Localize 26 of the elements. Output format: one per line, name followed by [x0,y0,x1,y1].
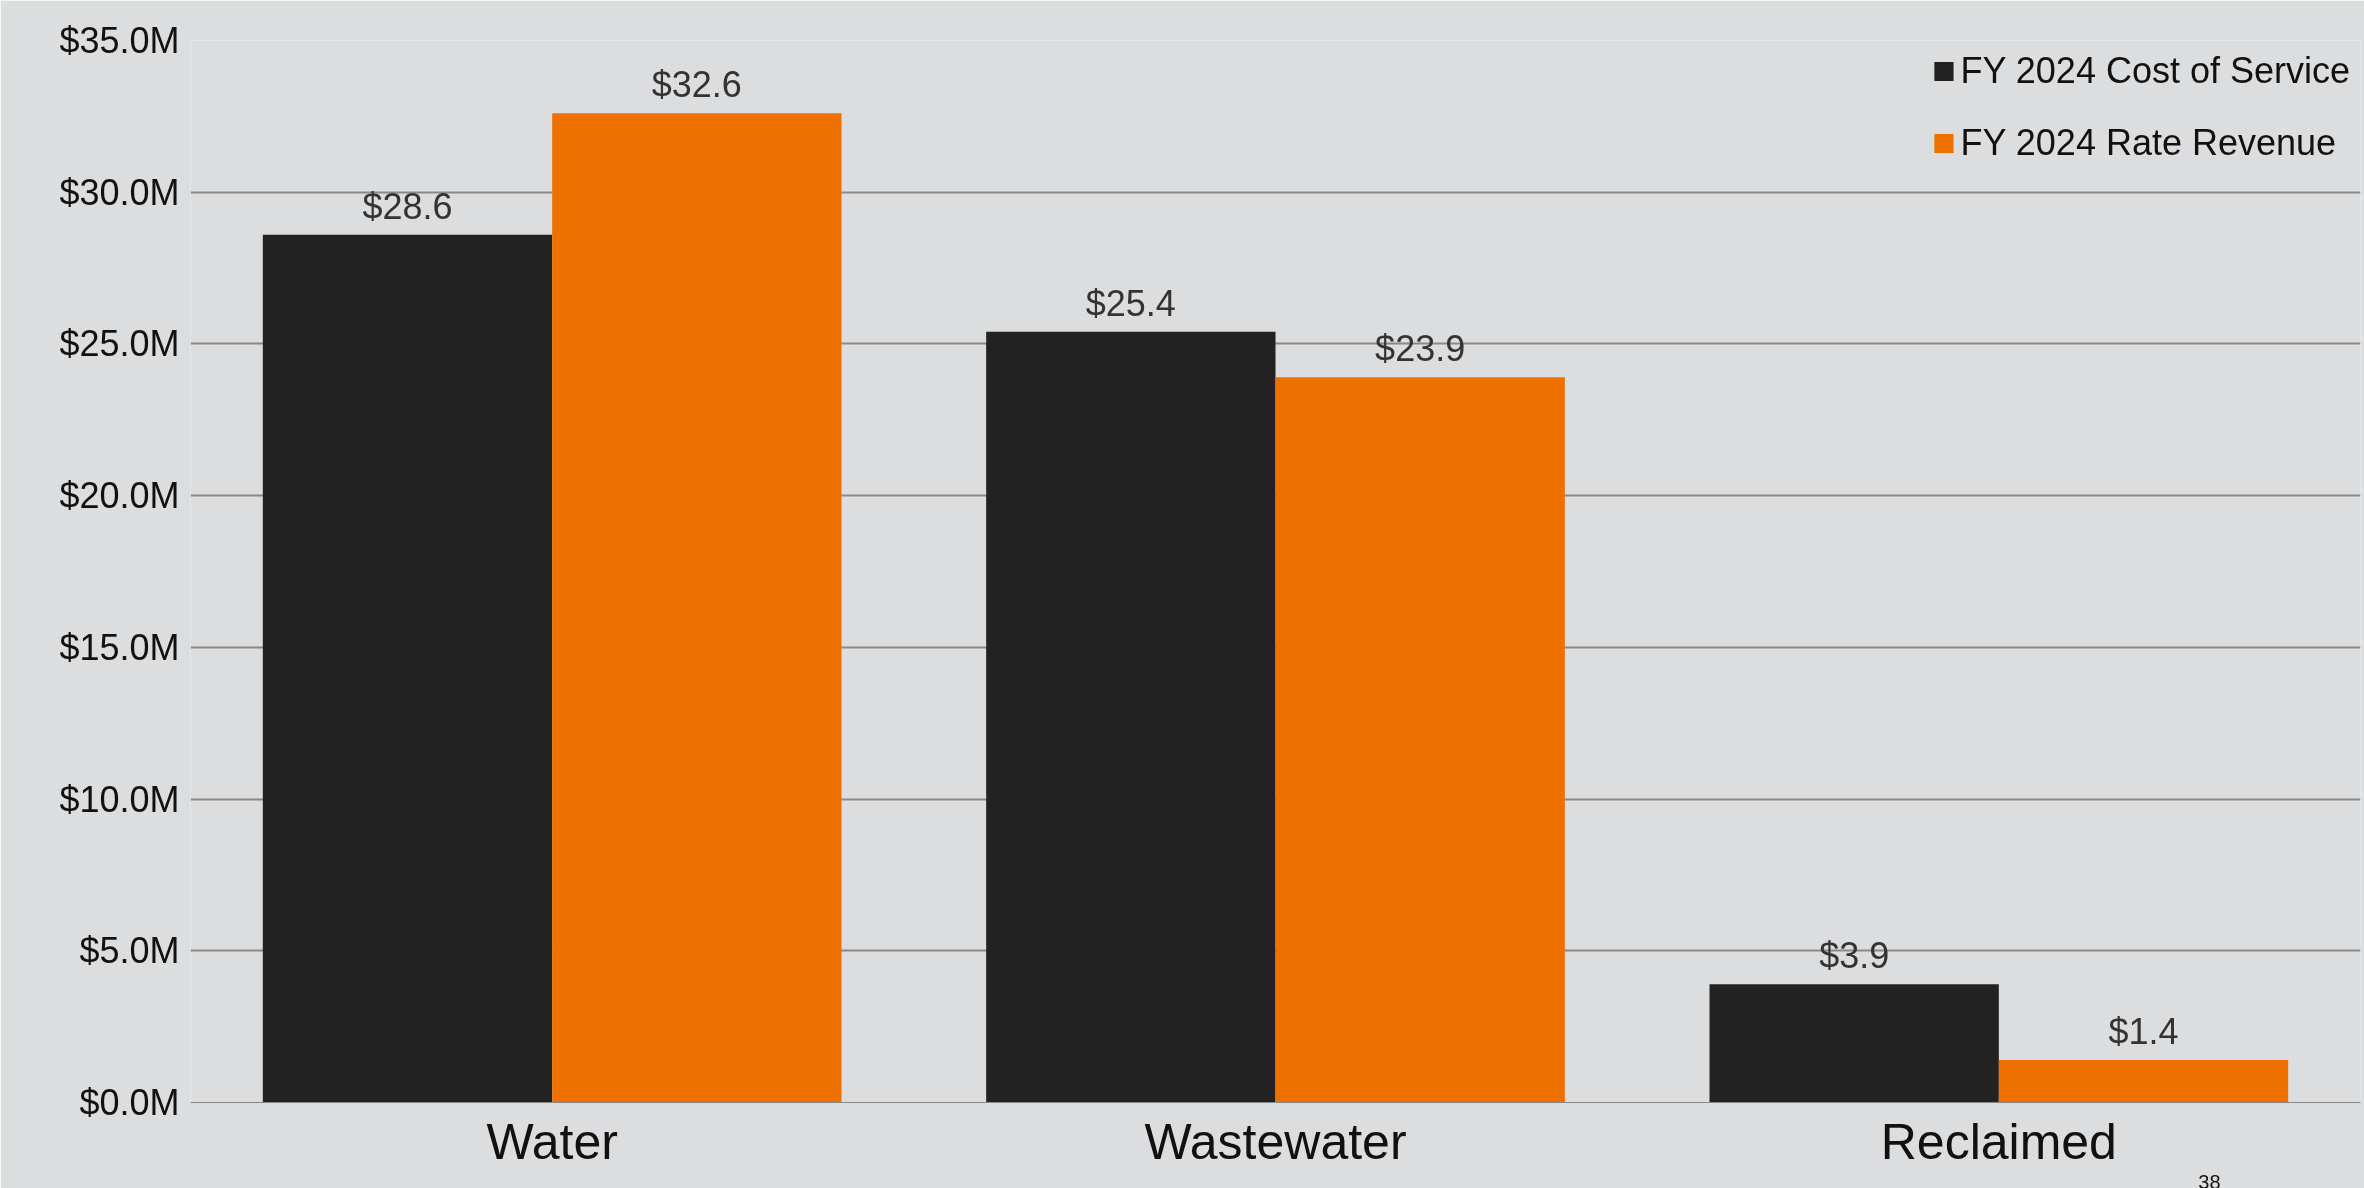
x-tick-label: Reclaimed [1880,1113,2117,1170]
data-label: $28.6 [362,185,453,227]
y-tick-label: $25.0M [59,323,180,365]
bar [986,331,1276,1103]
data-label: $32.6 [651,64,742,106]
x-tick-label: Wastewater [1144,1113,1407,1170]
data-label: $1.4 [2108,1011,2179,1053]
y-tick-label: $0.0M [79,1082,180,1123]
bar [1998,1060,2289,1103]
text: 38 [2198,1170,2221,1188]
legend-label: FY 2024 Cost of Service [1960,50,2350,92]
bar [262,234,553,1103]
bar [552,113,842,1103]
legend-label: FY 2024 Rate Revenue [1960,122,2337,164]
data-label: $25.4 [1085,282,1176,324]
y-tick-label: $15.0M [59,626,180,668]
data-label: $23.9 [1375,328,1466,370]
x-tick-label: Water [486,1113,618,1170]
y-tick-label: $30.0M [59,171,180,213]
y-tick-label: $35.0M [59,20,180,61]
y-tick-label: $10.0M [59,778,180,820]
bar [1275,377,1565,1103]
y-tick-label: $20.0M [59,475,180,517]
data-label: $3.9 [1819,935,1890,977]
bar [1709,984,1999,1103]
y-tick-label: $5.0M [79,930,180,972]
